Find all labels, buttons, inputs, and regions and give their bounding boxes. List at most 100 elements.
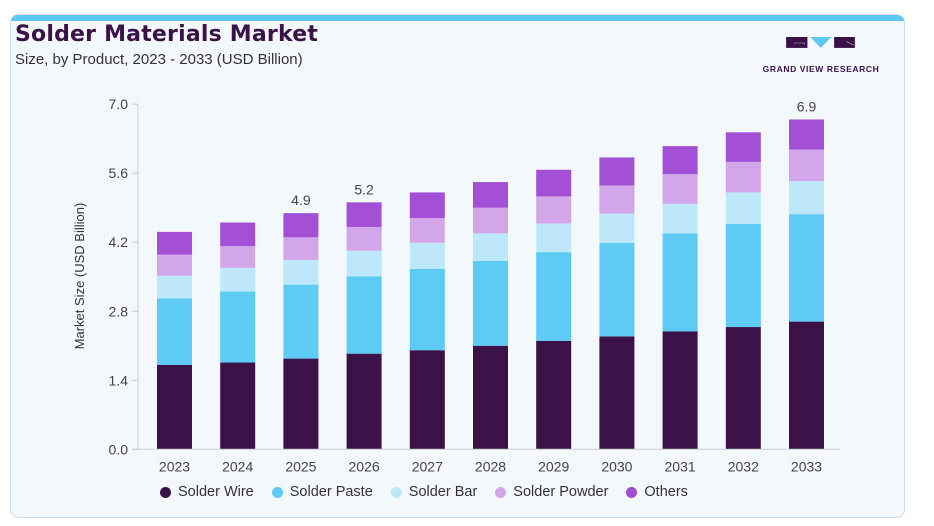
bar-segment-solder-bar: [789, 181, 824, 215]
bar-stack-2024: [220, 222, 256, 450]
bar-stack-2025: [283, 213, 319, 450]
bar-segment-solder-powder: [283, 237, 319, 260]
bar-segment-solder-wire: [725, 327, 761, 450]
x-tick-label: 2026: [349, 458, 380, 474]
bar-segment-solder-powder: [789, 149, 824, 182]
bar-segment-solder-powder: [536, 196, 572, 224]
legend-item-others: Others: [626, 484, 688, 500]
legend: Solder Wire Solder Paste Solder Bar Solder …: [160, 484, 688, 500]
bar-stack-2029: [536, 169, 572, 450]
bar-segment-solder-powder: [473, 207, 508, 234]
legend-label: Solder Paste: [289, 484, 373, 500]
bar-segment-solder-bar: [220, 267, 256, 292]
bar-segment-solder-wire: [283, 358, 319, 450]
x-tick-label: 2025: [285, 458, 316, 474]
bar-segment-solder-wire: [220, 362, 256, 450]
legend-dot-icon: [390, 486, 402, 498]
chart-subtitle: Size, by Product, 2023 - 2033 (USD Billi…: [15, 51, 303, 68]
bar-segment-others: [789, 119, 824, 150]
bar-segment-solder-bar: [283, 259, 319, 285]
bar-segment-solder-paste: [789, 214, 824, 322]
chart-title: Solder Materials Market: [15, 22, 319, 47]
legend-item-solder-paste: Solder Paste: [271, 484, 373, 500]
bar-stack-2028: [473, 182, 508, 450]
card-top-strip: [11, 15, 904, 21]
bar-segment-solder-wire: [409, 350, 445, 450]
x-tick-label: 2027: [412, 458, 443, 474]
bar-segment-solder-paste: [409, 268, 445, 351]
total-label: 5.2: [354, 181, 374, 197]
bar-segment-solder-wire: [473, 345, 508, 450]
logo-text: GRAND VIEW RESEARCH: [762, 64, 880, 74]
legend-label: Solder Wire: [178, 484, 254, 500]
bar-segment-solder-wire: [789, 321, 824, 450]
bar-segment-solder-powder: [662, 174, 698, 204]
bar-segment-solder-paste: [157, 298, 192, 365]
x-tick-label: 2030: [601, 458, 632, 474]
bar-stack-2032: [725, 132, 761, 450]
bars: [157, 119, 824, 450]
legend-label: Solder Powder: [513, 484, 609, 500]
bar-segment-solder-bar: [473, 233, 508, 261]
total-label: 6.9: [797, 98, 817, 114]
gvr-logo-icon: [786, 37, 855, 48]
x-tick-label: 2032: [728, 458, 759, 474]
y-axis-title: Market Size (USD Billion): [72, 203, 87, 350]
bar-segment-solder-powder: [409, 218, 445, 243]
bar-segment-solder-wire: [599, 336, 635, 450]
annotations: 4.9 5.2 6.9: [291, 98, 816, 208]
bar-segment-solder-paste: [473, 260, 508, 346]
bar-segment-solder-bar: [157, 275, 192, 299]
legend-item-solder-bar: Solder Bar: [390, 484, 478, 500]
total-label: 4.9: [291, 192, 311, 208]
legend-dot-icon: [160, 486, 171, 498]
bar-segment-others: [725, 132, 761, 162]
bar-stack-2033: [789, 119, 824, 450]
bar-segment-solder-paste: [725, 223, 761, 328]
bar-stack-2026: [346, 202, 382, 450]
bar-segment-others: [157, 231, 192, 255]
bar-segment-solder-powder: [157, 254, 192, 276]
bar-segment-solder-paste: [346, 276, 382, 354]
y-tick-label: 1.4: [109, 372, 129, 388]
bar-segment-others: [409, 192, 445, 219]
legend-label: Solder Bar: [408, 484, 478, 500]
bar-stack-2023: [157, 231, 192, 450]
bar-segment-solder-bar: [725, 192, 761, 224]
x-tick-label: 2024: [222, 458, 253, 474]
bar-stack-2027: [409, 192, 445, 450]
y-tick-label: 2.8: [109, 303, 129, 319]
bar-stack-2031: [662, 146, 698, 450]
x-axis: 2023 2024 2025 2026 2027 2028 2029 2030 2031 2032…: [132, 448, 840, 474]
bar-segment-solder-powder: [725, 161, 761, 193]
bar-segment-solder-paste: [662, 233, 698, 332]
legend-label: Others: [644, 484, 688, 500]
x-tick-label: 2028: [475, 458, 506, 474]
bar-segment-solder-powder: [599, 185, 635, 214]
y-tick-label: 4.2: [109, 234, 129, 250]
bar-segment-solder-bar: [662, 203, 698, 234]
y-axis: 0.0 1.4 2.8 4.2 5.6 7.0: [109, 96, 139, 457]
bar-segment-solder-wire: [662, 331, 698, 450]
bar-segment-others: [283, 213, 319, 238]
y-tick-label: 7.0: [109, 96, 129, 112]
legend-dot-icon: [495, 486, 507, 498]
bar-stack-2030: [599, 157, 635, 450]
legend-item-solder-wire: Solder Wire: [160, 484, 254, 500]
bar-segment-solder-paste: [283, 284, 319, 359]
bar-segment-solder-bar: [409, 242, 445, 269]
bar-segment-solder-paste: [220, 291, 256, 363]
legend-item-solder-powder: Solder Powder: [495, 484, 608, 500]
bar-segment-solder-bar: [346, 250, 382, 277]
bar-segment-solder-wire: [346, 353, 382, 450]
bar-segment-solder-wire: [536, 340, 572, 450]
bar-segment-others: [346, 202, 382, 227]
bar-segment-solder-bar: [536, 223, 572, 253]
bar-segment-solder-paste: [599, 242, 635, 337]
bar-segment-others: [220, 222, 256, 247]
legend-dot-icon: [626, 486, 638, 498]
bar-segment-solder-paste: [536, 252, 572, 341]
bar-segment-others: [536, 169, 572, 197]
bar-segment-solder-wire: [157, 364, 192, 450]
